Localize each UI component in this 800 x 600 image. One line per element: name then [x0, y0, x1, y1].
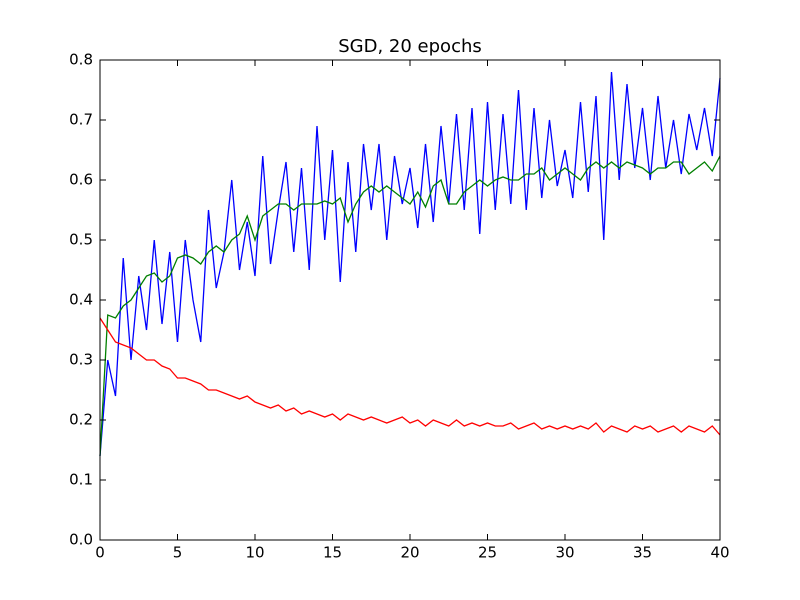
- y-tick-label: 0.3: [69, 351, 93, 369]
- x-tick-label: 20: [400, 544, 419, 562]
- data-line: [99, 155, 721, 457]
- x-tick-label: 30: [555, 544, 574, 562]
- x-tick-label: 40: [710, 544, 729, 562]
- y-tick-label: 0.7: [69, 111, 93, 129]
- chart-title: SGD, 20 epochs: [338, 36, 482, 57]
- y-tick-label: 0.2: [69, 411, 93, 429]
- y-tick-label: 0.5: [69, 231, 93, 249]
- y-tick-label: 0.1: [69, 471, 93, 489]
- x-tick-label: 15: [323, 544, 342, 562]
- data-line: [99, 71, 721, 457]
- x-tick-label: 0: [95, 544, 105, 562]
- data-line: [99, 317, 721, 436]
- y-tick-label: 0.0: [69, 531, 93, 549]
- x-tick-label: 25: [478, 544, 497, 562]
- y-tick-label: 0.8: [69, 51, 93, 69]
- y-tick-label: 0.6: [69, 171, 93, 189]
- x-tick-label: 35: [633, 544, 652, 562]
- x-tick-label: 10: [245, 544, 264, 562]
- y-tick-label: 0.4: [69, 291, 93, 309]
- x-tick-label: 5: [173, 544, 183, 562]
